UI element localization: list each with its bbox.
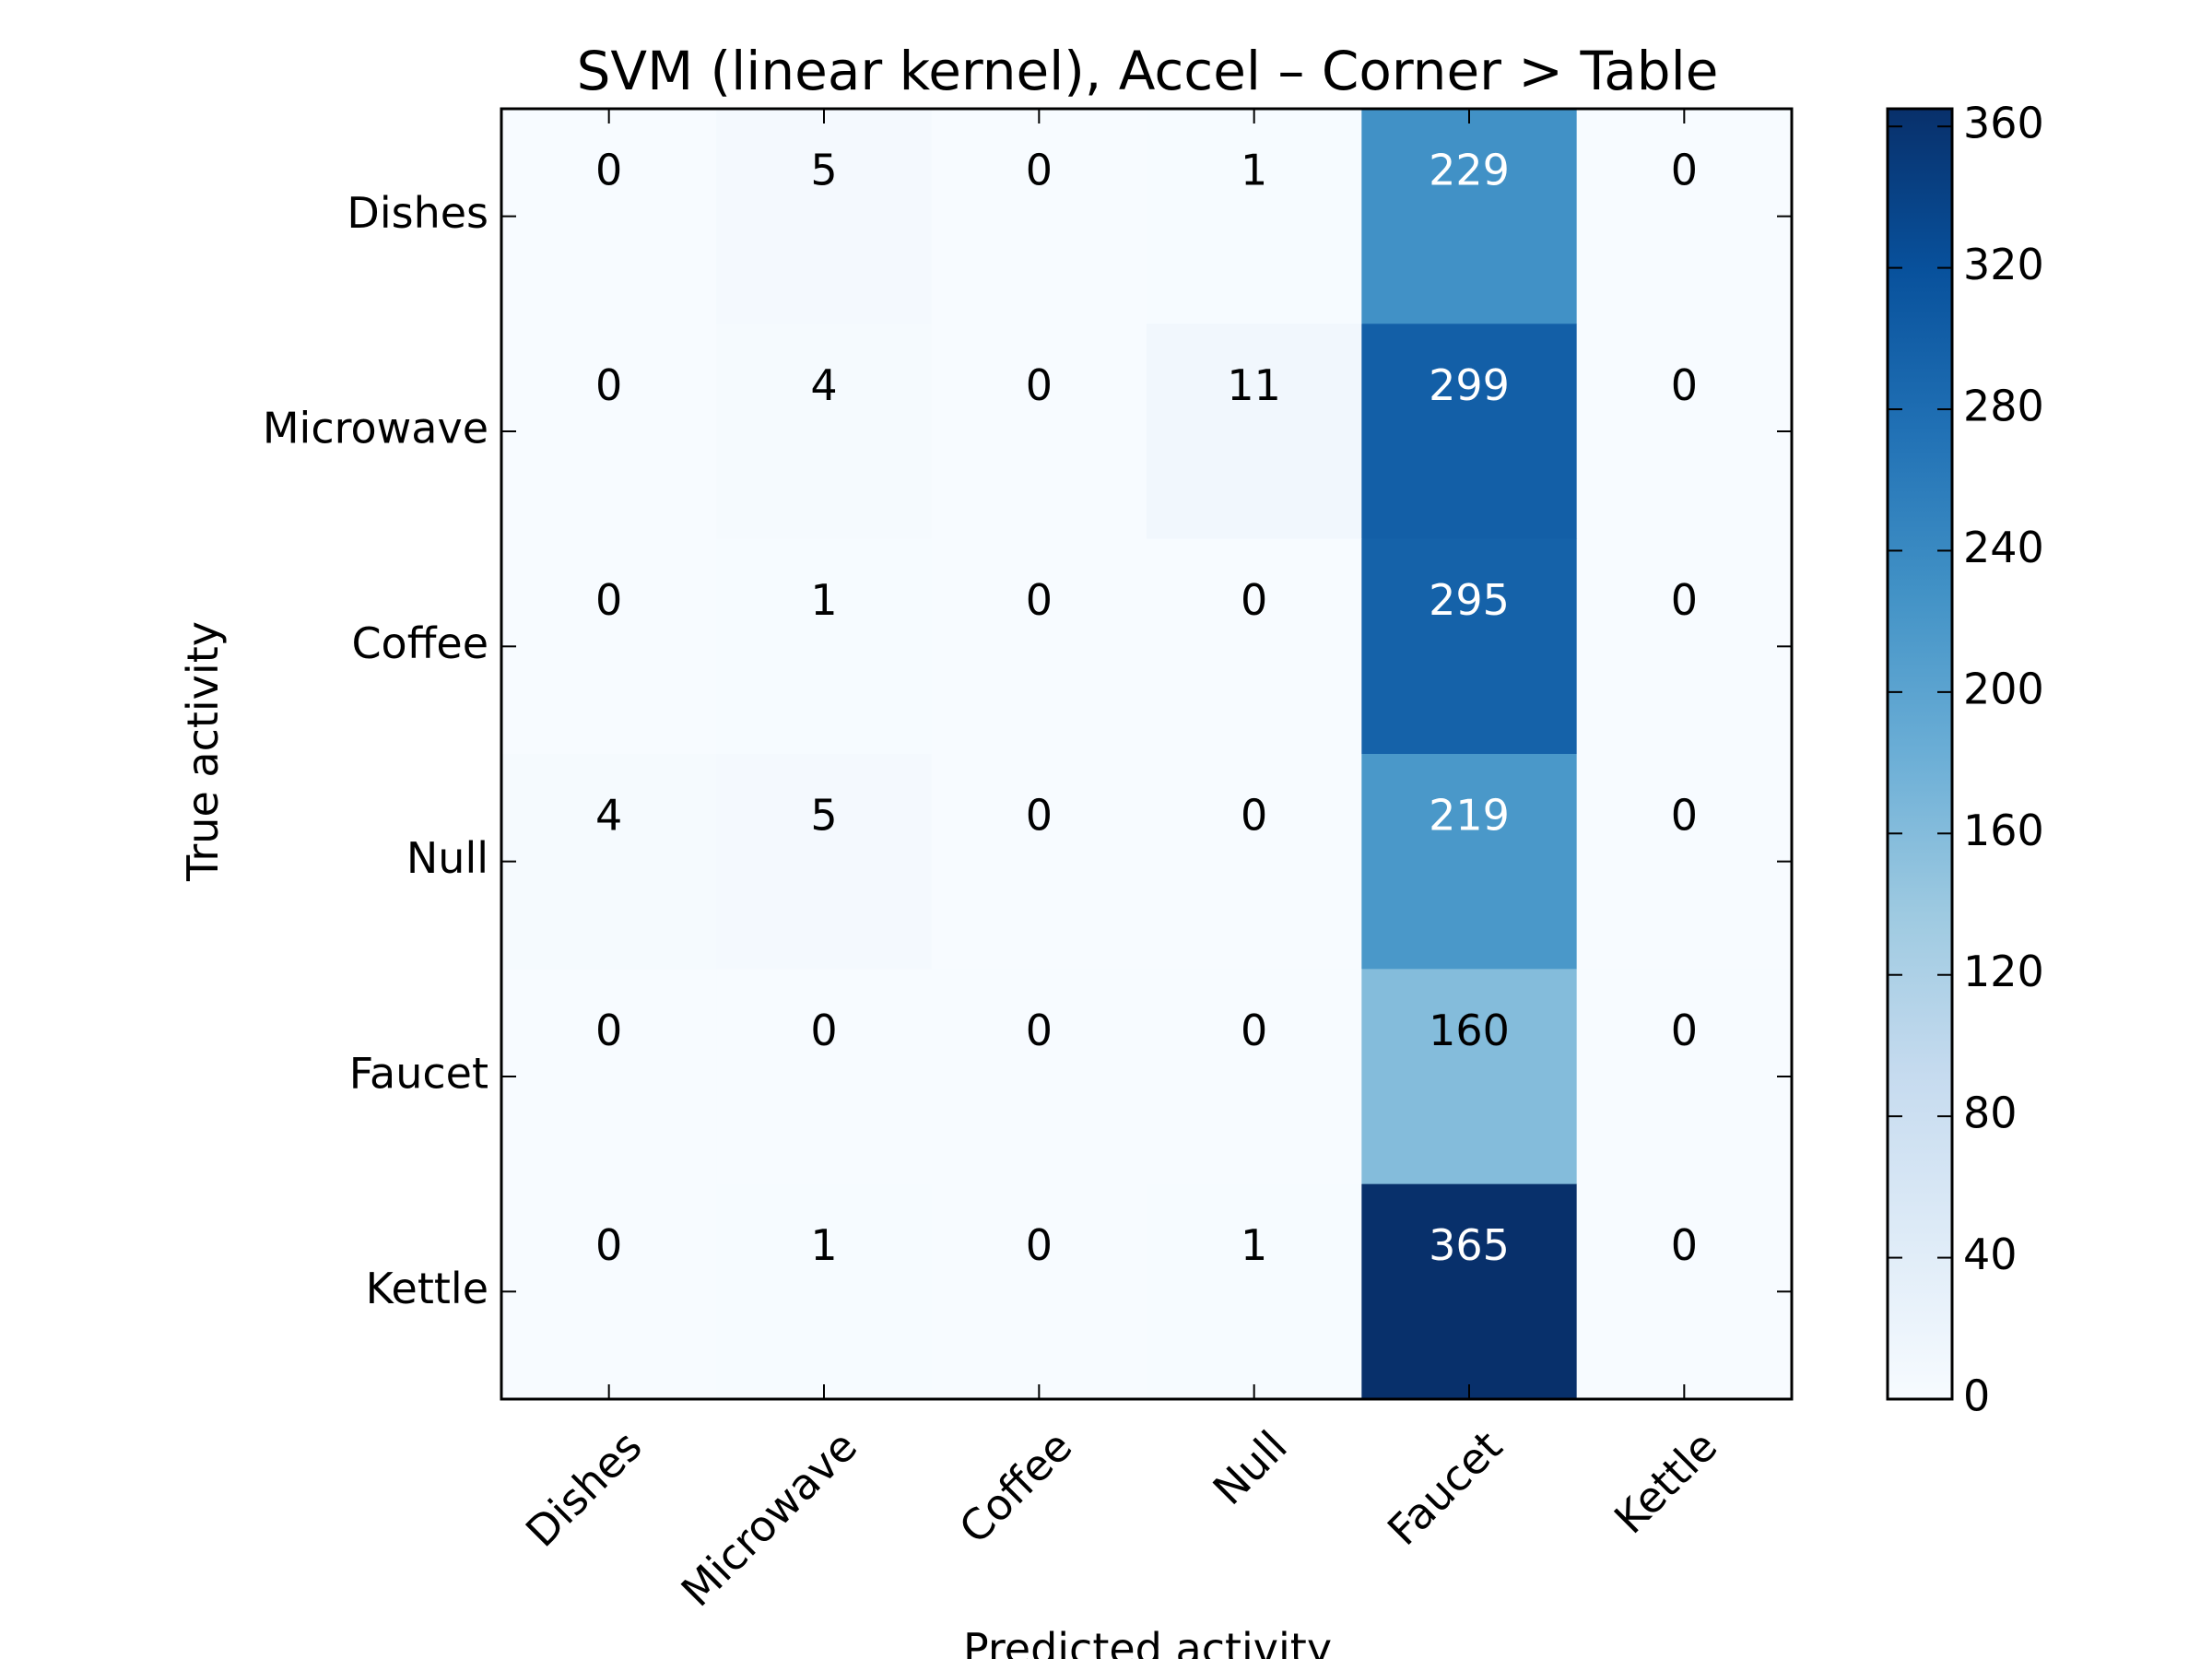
heatmap-cell bbox=[501, 109, 717, 324]
cell-value-label: 0 bbox=[1671, 1220, 1698, 1270]
cell-value-label: 0 bbox=[595, 1220, 622, 1270]
cell-value-label: 0 bbox=[595, 575, 622, 625]
cell-value-label: 160 bbox=[1429, 1006, 1510, 1055]
heatmap-cell bbox=[1361, 1183, 1578, 1400]
cell-value-label: 5 bbox=[810, 791, 837, 841]
colorbar-tick-label: 200 bbox=[1963, 664, 2044, 713]
heatmap-cell bbox=[501, 324, 717, 540]
cell-value-label: 365 bbox=[1429, 1220, 1510, 1270]
heatmap-cell bbox=[931, 324, 1147, 540]
heatmap-cell bbox=[1147, 969, 1362, 1185]
heatmap-cell bbox=[1576, 538, 1793, 755]
cell-value-label: 0 bbox=[810, 1006, 837, 1055]
cell-value-label: 0 bbox=[1026, 1006, 1053, 1055]
heatmap-cell bbox=[1576, 969, 1793, 1185]
cell-value-label: 0 bbox=[1671, 360, 1698, 410]
heatmap-cell bbox=[1361, 109, 1578, 324]
cell-value-label: 1 bbox=[810, 1220, 837, 1270]
heatmap-cell bbox=[716, 1183, 933, 1400]
colorbar-tick-label: 240 bbox=[1963, 523, 2044, 572]
cell-value-label: 0 bbox=[1026, 791, 1053, 841]
cell-value-label: 1 bbox=[1241, 146, 1267, 195]
plot-ticks bbox=[501, 109, 1792, 1399]
cell-value-label: 0 bbox=[1671, 575, 1698, 625]
cell-value-label: 4 bbox=[595, 791, 622, 841]
cell-value-label: 0 bbox=[1026, 146, 1053, 195]
heatmap-cell bbox=[1576, 1183, 1793, 1400]
heatmap-cell bbox=[716, 969, 933, 1185]
y-tick-label: Kettle bbox=[366, 1264, 488, 1313]
y-tick-label: Null bbox=[406, 833, 488, 883]
heatmap-cell bbox=[1147, 538, 1362, 755]
colorbar-tick-label: 280 bbox=[1963, 382, 2044, 431]
heatmap-cell bbox=[1361, 969, 1578, 1185]
cell-value-label: 0 bbox=[1671, 791, 1698, 841]
cell-value-label: 295 bbox=[1429, 575, 1510, 625]
cell-value-label: 4 bbox=[810, 360, 837, 410]
heatmap-cell bbox=[931, 754, 1147, 970]
heatmap-cell bbox=[1576, 109, 1793, 324]
heatmap-cell bbox=[716, 324, 933, 540]
colorbar-tick-label: 320 bbox=[1963, 240, 2044, 289]
heatmap-cell bbox=[501, 969, 717, 1185]
chart-title: SVM (linear kernel), Accel – Corner > Ta… bbox=[577, 40, 1719, 102]
cell-value-label: 0 bbox=[1241, 575, 1267, 625]
cell-value-label: 1 bbox=[1241, 1220, 1267, 1270]
y-tick-label: Faucet bbox=[349, 1049, 488, 1099]
cell-value-label: 0 bbox=[595, 1006, 622, 1055]
cell-value-label: 1 bbox=[810, 575, 837, 625]
heatmap-cell bbox=[1147, 754, 1362, 970]
heatmap-cell bbox=[501, 754, 717, 970]
colorbar bbox=[1886, 107, 1954, 1401]
heatmap-cell bbox=[931, 969, 1147, 1185]
cell-value-label: 0 bbox=[1671, 1006, 1698, 1055]
heatmap-cell bbox=[716, 538, 933, 755]
cell-value-label: 11 bbox=[1227, 360, 1281, 410]
y-axis-label: True activity bbox=[178, 621, 228, 882]
cell-value-label: 0 bbox=[595, 146, 622, 195]
y-tick-label: Coffee bbox=[351, 618, 488, 668]
cell-value-label: 5 bbox=[810, 146, 837, 195]
heatmap-cell bbox=[716, 109, 933, 324]
y-tick-label: Dishes bbox=[347, 188, 488, 238]
cell-value-label: 0 bbox=[1026, 360, 1053, 410]
heatmap-cell bbox=[716, 754, 933, 970]
y-tick-labels: Dishes Microwave Coffee Null Faucet Kettle bbox=[263, 188, 488, 1313]
heatmap-cell bbox=[931, 1183, 1147, 1400]
heatmap-cell bbox=[501, 538, 717, 755]
colorbar-tick-label: 120 bbox=[1963, 947, 2044, 996]
cell-value-label: 0 bbox=[1241, 1006, 1267, 1055]
heatmap-cell bbox=[1576, 754, 1793, 970]
colorbar-ticks: 0 40 80 120 160 200 240 280 320 360 bbox=[1888, 99, 2044, 1421]
heatmap-cells bbox=[501, 109, 1793, 1400]
colorbar-tick-label: 160 bbox=[1963, 806, 2044, 855]
plot-frame bbox=[500, 107, 1794, 1401]
heatmap-cell bbox=[1576, 324, 1793, 540]
cell-value-label: 0 bbox=[595, 360, 622, 410]
heatmap-cell-labels: 0 5 0 1 229 00 4 0 11 299 00 1 0 0 295 04 5 0 0 219 00 0 0 0 160… bbox=[595, 146, 1698, 1271]
cell-value-label: 299 bbox=[1429, 360, 1510, 410]
cell-value-label: 229 bbox=[1429, 146, 1510, 195]
heatmap-cell bbox=[1361, 324, 1578, 540]
cell-value-label: 219 bbox=[1429, 791, 1510, 841]
y-tick-label: Microwave bbox=[263, 404, 488, 453]
heatmap-cell bbox=[501, 1183, 717, 1400]
colorbar-tick-label: 80 bbox=[1963, 1088, 2018, 1138]
heatmap-cell bbox=[931, 109, 1147, 324]
heatmap-cell bbox=[931, 538, 1147, 755]
heatmap-cell bbox=[1361, 754, 1578, 970]
heatmap-cell bbox=[1147, 324, 1362, 540]
cell-value-label: 0 bbox=[1026, 575, 1053, 625]
cell-value-label: 0 bbox=[1241, 791, 1267, 841]
cell-value-label: 0 bbox=[1026, 1220, 1053, 1270]
colorbar-tick-label: 0 bbox=[1963, 1371, 1990, 1421]
x-axis-label: Predicted activity bbox=[963, 1624, 1332, 1659]
heatmap-cell bbox=[1147, 109, 1362, 324]
heatmap-cell bbox=[1147, 1183, 1362, 1400]
heatmap-cell bbox=[1361, 538, 1578, 755]
colorbar-tick-label: 40 bbox=[1963, 1230, 2018, 1279]
colorbar-tick-label: 360 bbox=[1963, 99, 2044, 148]
cell-value-label: 0 bbox=[1671, 146, 1698, 195]
